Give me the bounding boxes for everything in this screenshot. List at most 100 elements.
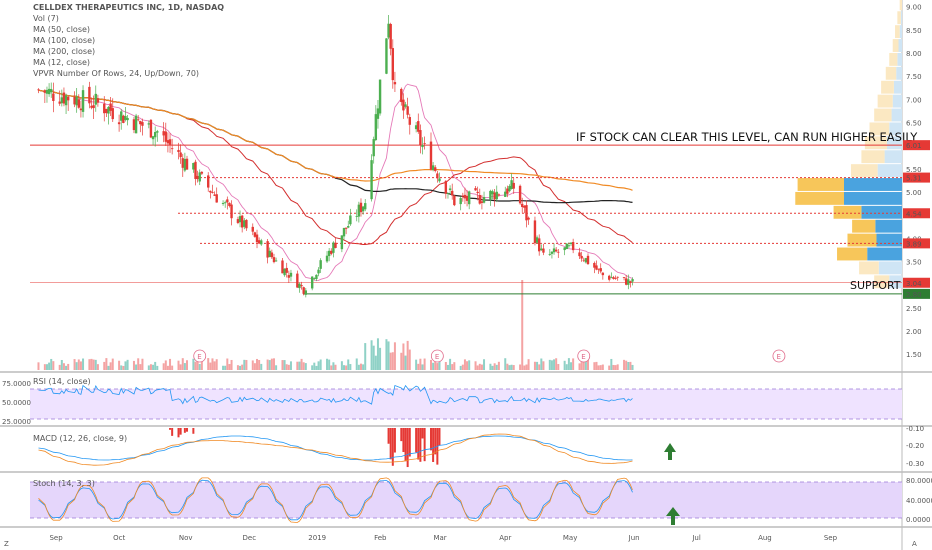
volume-bar [162,363,165,370]
volume-bar [578,363,581,370]
candle-body [385,38,388,74]
vp-down-bar [859,261,879,275]
candle-body [60,97,64,104]
volume-bar [402,343,405,370]
volume-bar [198,363,201,370]
volume-bar [90,358,93,370]
candle-body [349,215,352,225]
candle-body [64,95,68,106]
volume-bar [387,341,390,370]
moving-averages [38,83,633,281]
volume-bar [275,365,278,370]
macd-hist-bar [169,428,172,430]
volume-bar [281,360,284,370]
vp-up-bar [896,66,902,80]
volume-bar [300,358,303,370]
earnings-marker[interactable] [577,349,591,363]
candle-body [266,241,269,258]
volume-bar [557,364,560,370]
volume-bar [359,363,362,370]
volume-bar [52,361,55,370]
candle-body [170,148,174,150]
earnings-marker[interactable] [193,349,207,363]
candle-body [238,216,242,223]
vp-up-bar [898,39,902,52]
volume-bar [340,361,343,370]
volume-bar [449,358,452,370]
volume-bar [370,340,373,370]
candle-body [245,219,248,229]
macd-hist-bar [408,428,411,457]
x-tick-label: Oct [113,534,125,542]
macd-tick-label: -0.10 [906,425,924,433]
vp-up-bar [897,52,902,66]
stoch-tick-label: 40.0000 [906,497,932,505]
volume-bar [65,365,68,370]
level-tag-text: 4.54 [906,210,922,218]
macd-label: MACD (12, 26, close, 9) [33,434,127,443]
volume-bar [601,364,604,370]
volume-bar [43,364,46,370]
candle-body [444,180,448,194]
candle-body [332,242,335,253]
volume-bar [154,361,157,370]
volume-bar [73,359,76,370]
macd-hist-bar [387,428,390,444]
y-tick-label: 6.50 [906,119,922,127]
candle-body [211,192,214,193]
volume-bar [207,358,210,370]
volume-bar [109,362,112,370]
volume-bar [181,358,184,370]
candle-body [580,255,583,259]
candle-body [124,116,127,120]
candle-body [533,220,537,244]
earnings-marker[interactable] [772,349,786,363]
rsi-tick-label: 75.0000 [2,380,31,388]
volume-bar [540,358,543,370]
candle-body [149,119,153,138]
candle-body [550,251,554,254]
vp-up-bar [875,219,902,233]
volume-bar [474,361,477,370]
stoch-label: Stoch (14, 3, 3) [33,479,95,488]
volume-bar [565,364,568,370]
volume-bar [77,359,80,370]
volume-bar [432,362,435,370]
volume-bar [527,359,530,370]
volume-bar [415,359,418,370]
volume-bar [139,364,142,370]
candle-body [393,82,397,85]
candle-body [236,219,240,223]
macd-hist-bar [415,428,418,453]
volume-bar [183,363,186,370]
candle-body [510,180,513,189]
volume-bar [169,358,172,370]
corner-label-left: Z [4,540,9,548]
candle-body [168,139,172,145]
volume-bar [251,360,254,370]
candle-body [631,279,634,282]
volume-bar [372,345,375,370]
volume-bar [192,358,195,370]
x-tick-label: Feb [374,534,387,542]
volume-bar [266,359,269,370]
earnings-marker[interactable] [430,349,444,363]
macd-hist-bar [432,428,435,462]
candle-body [79,108,83,111]
y-tick-label: 8.00 [906,50,922,58]
candle-body [228,202,231,206]
candle-body [88,86,91,104]
vp-up-bar [844,191,902,205]
candle-body [300,285,303,287]
volume-bar [408,349,411,370]
candle-body [535,237,539,243]
candle-body [207,175,210,188]
macd-hist-bar [179,428,182,435]
volume-bar [476,365,479,370]
candle-body [423,143,426,144]
volume-bars [37,280,634,370]
y-tick-label: 5.50 [906,166,922,174]
vp-up-bar [867,247,902,261]
